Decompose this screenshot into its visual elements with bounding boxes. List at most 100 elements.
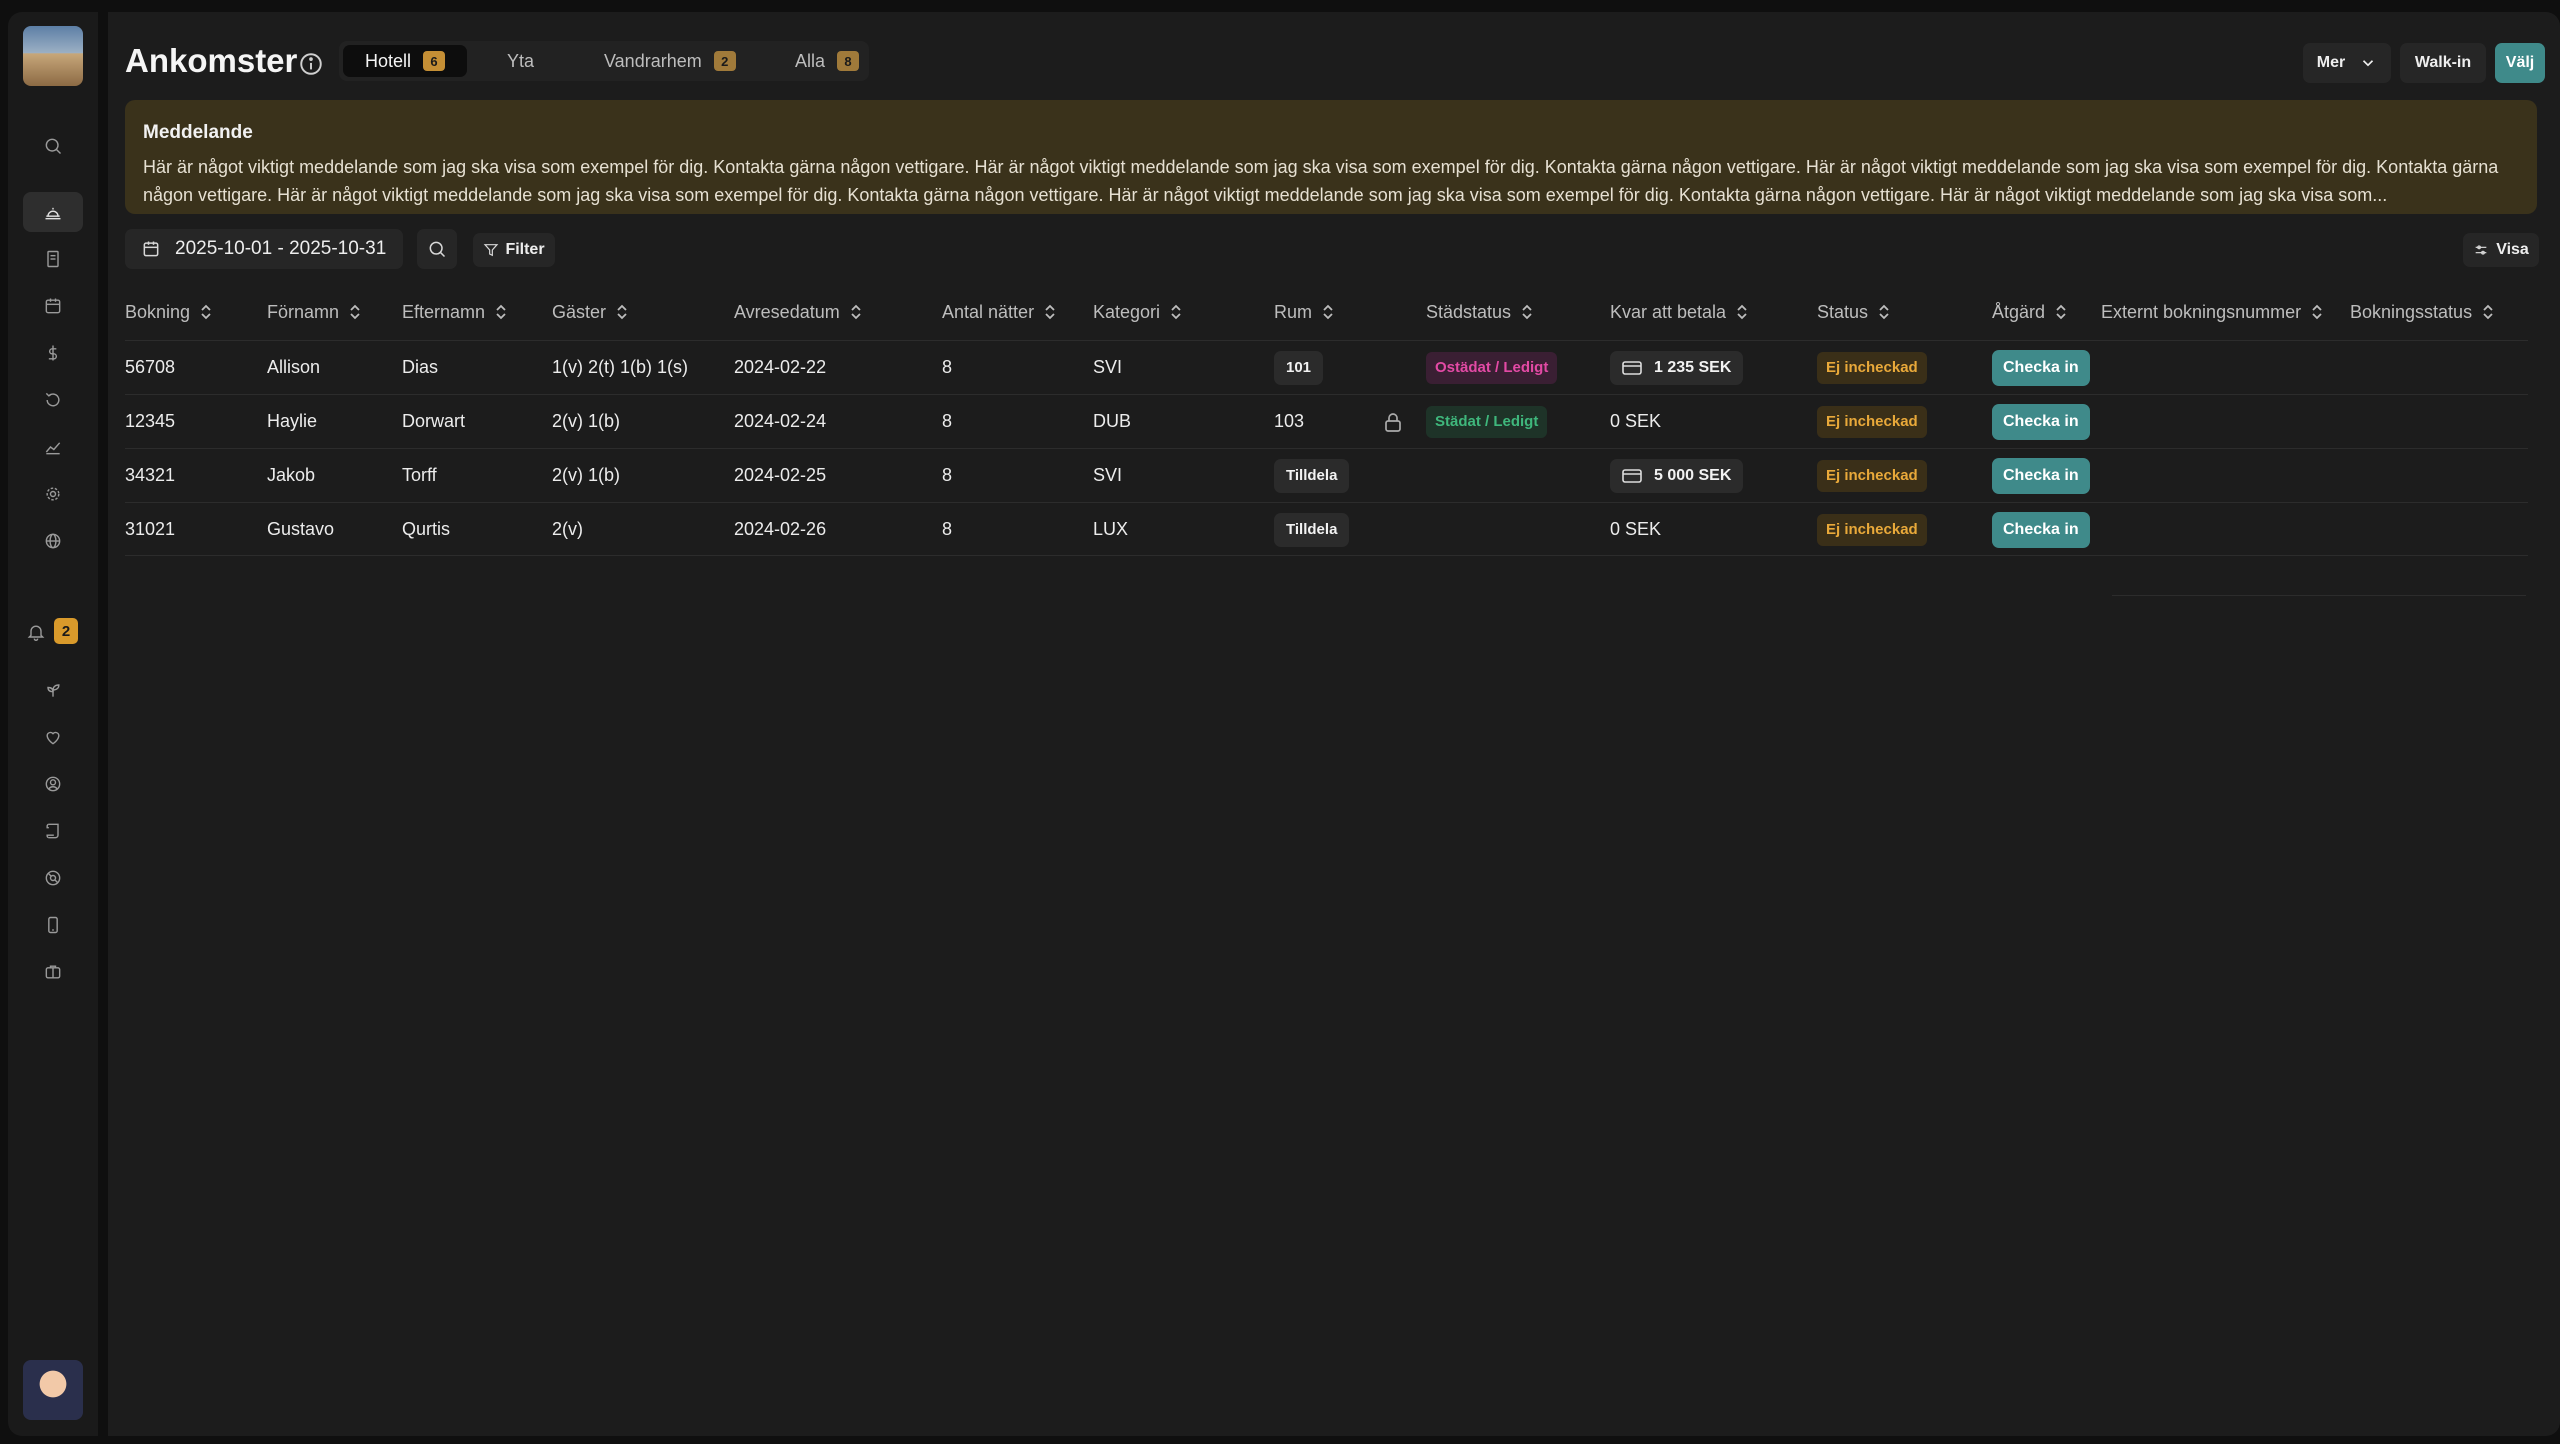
check-in-button[interactable]: Checka in [1992, 403, 2090, 440]
assign-room-button[interactable]: Tilldela [1274, 512, 1350, 547]
balance-amount: 0 SEK [1610, 411, 1662, 431]
history-icon[interactable] [23, 380, 83, 420]
lock-icon[interactable] [1383, 395, 1403, 448]
view-label: Visa [2496, 241, 2529, 258]
table-row[interactable]: 56708 Allison Dias 1(v) 2(t) 1(b) 1(s) 2… [125, 340, 2528, 394]
table-row[interactable]: 34321 Jakob Torff 2(v) 1(b) 2024-02-25 8… [125, 448, 2528, 502]
guests: 1(v) 2(t) 1(b) 1(s) [552, 357, 689, 377]
sort-icon [1522, 304, 1532, 320]
balance-amount: 0 SEK [1610, 519, 1662, 539]
search-button[interactable] [417, 229, 457, 269]
plant-icon[interactable] [23, 670, 83, 710]
header-label: Bokning [125, 301, 191, 322]
credit-card-icon [1622, 360, 1642, 375]
dollar-icon[interactable] [23, 333, 83, 373]
assign-room-button[interactable]: Tilldela [1274, 458, 1350, 493]
column-header-fornamn[interactable]: Förnamn [267, 284, 361, 340]
user-avatar[interactable] [23, 1360, 83, 1420]
column-header-rum[interactable]: Rum [1274, 284, 1334, 340]
message-banner: Meddelande Här är något viktigt meddelan… [125, 100, 2537, 214]
nights: 8 [942, 411, 953, 431]
column-header-efternamn[interactable]: Efternamn [402, 284, 507, 340]
check-in-button[interactable]: Checka in [1992, 457, 2090, 494]
table-row[interactable]: 31021 Gustavo Qurtis 2(v) 2024-02-26 8 L… [125, 502, 2528, 556]
receipt-icon[interactable] [23, 239, 83, 279]
scroll-icon[interactable] [23, 811, 83, 851]
bell-concierge-icon[interactable] [23, 192, 83, 232]
last-name: Torff [402, 465, 437, 485]
header-label: Antal nätter [942, 301, 1035, 322]
user-circle-icon[interactable] [23, 764, 83, 804]
sort-icon [1045, 304, 1055, 320]
booking-number[interactable]: 34321 [125, 465, 176, 485]
category: SVI [1093, 357, 1123, 377]
column-header-stadstatus[interactable]: Städstatus [1426, 284, 1533, 340]
more-dropdown-button[interactable]: Mer [2303, 43, 2391, 83]
first-name: Gustavo [267, 519, 335, 539]
column-header-bokningsstatus[interactable]: Bokningsstatus [2350, 284, 2494, 340]
date-range-value: 2025-10-01 - 2025-10-31 [175, 238, 387, 259]
table-header: Bokning Förnamn Efternamn Gäster Avresed… [108, 284, 2528, 340]
cleaning-status-badge: Städat / Ledigt [1426, 405, 1548, 438]
booking-number[interactable]: 56708 [125, 357, 176, 377]
info-icon[interactable] [298, 51, 324, 77]
sort-icon [201, 304, 211, 320]
booking-number[interactable]: 12345 [125, 411, 176, 431]
booking-number[interactable]: 31021 [125, 519, 176, 539]
search-icon[interactable] [23, 126, 83, 166]
column-header-gaster[interactable]: Gäster [552, 284, 628, 340]
balance-amount: 1 235 SEK [1654, 358, 1732, 376]
column-header-status[interactable]: Status [1817, 284, 1890, 340]
notification-bell-icon[interactable] [16, 612, 56, 652]
first-name: Jakob [267, 465, 316, 485]
globe-icon[interactable] [23, 521, 83, 561]
hotel-logo[interactable] [23, 26, 83, 86]
column-header-avresedatum[interactable]: Avresedatum [734, 284, 862, 340]
column-header-atgard[interactable]: Åtgärd [1992, 284, 2067, 340]
first-name: Allison [267, 357, 321, 377]
header-label: Bokningsstatus [2350, 301, 2473, 322]
lifebuoy-icon[interactable] [23, 858, 83, 898]
sort-icon [2312, 304, 2322, 320]
chart-icon[interactable] [23, 427, 83, 467]
table-row[interactable]: 12345 Haylie Dorwart 2(v) 1(b) 2024-02-2… [125, 394, 2528, 448]
sort-icon [1171, 304, 1181, 320]
tab-hotell[interactable]: Hotell 6 [343, 45, 468, 77]
select-button[interactable]: Välj [2495, 43, 2545, 83]
sort-icon [350, 304, 360, 320]
check-in-button[interactable]: Checka in [1992, 349, 2090, 386]
sort-icon [1737, 304, 1747, 320]
column-header-externt-bokningsnummer[interactable]: Externt bokningsnummer [2101, 284, 2323, 340]
column-header-antal-natter[interactable]: Antal nätter [942, 284, 1056, 340]
date-range-picker[interactable]: 2025-10-01 - 2025-10-31 [125, 229, 403, 269]
briefcase-icon[interactable] [23, 952, 83, 992]
main-panel: Ankomster Hotell 6 Yta Vandrarhem 2 Alla [108, 12, 2560, 1436]
walk-in-button[interactable]: Walk-in [2400, 43, 2486, 83]
tab-alla[interactable]: Alla 8 [773, 45, 881, 77]
category: SVI [1093, 465, 1123, 485]
guests: 2(v) [552, 519, 583, 539]
settings-icon[interactable] [23, 474, 83, 514]
room-badge[interactable]: 101 [1274, 350, 1324, 385]
smartphone-icon[interactable] [23, 905, 83, 945]
heart-handshake-icon[interactable] [23, 717, 83, 757]
column-header-bokning[interactable]: Bokning [125, 284, 212, 340]
status-badge: Ej incheckad [1817, 351, 1927, 384]
sort-icon [1323, 304, 1333, 320]
nights: 8 [942, 357, 953, 377]
calendar-icon[interactable] [23, 286, 83, 326]
balance-pay-button[interactable]: 1 235 SEK [1610, 350, 1744, 385]
header-label: Åtgärd [1992, 301, 2046, 322]
column-header-kategori[interactable]: Kategori [1093, 284, 1182, 340]
filter-button[interactable]: Filter [473, 233, 555, 267]
column-header-kvar-att-betala[interactable]: Kvar att betala [1610, 284, 1748, 340]
category: DUB [1093, 411, 1132, 431]
nights: 8 [942, 465, 953, 485]
view-options-button[interactable]: Visa [2463, 233, 2539, 267]
tab-vandrarhem[interactable]: Vandrarhem 2 [582, 45, 758, 77]
tab-yta[interactable]: Yta [485, 45, 556, 77]
balance-pay-button[interactable]: 5 000 SEK [1610, 458, 1744, 493]
room-number[interactable]: 103 [1274, 411, 1305, 431]
check-in-button[interactable]: Checka in [1992, 511, 2090, 548]
last-name: Dias [402, 357, 439, 377]
